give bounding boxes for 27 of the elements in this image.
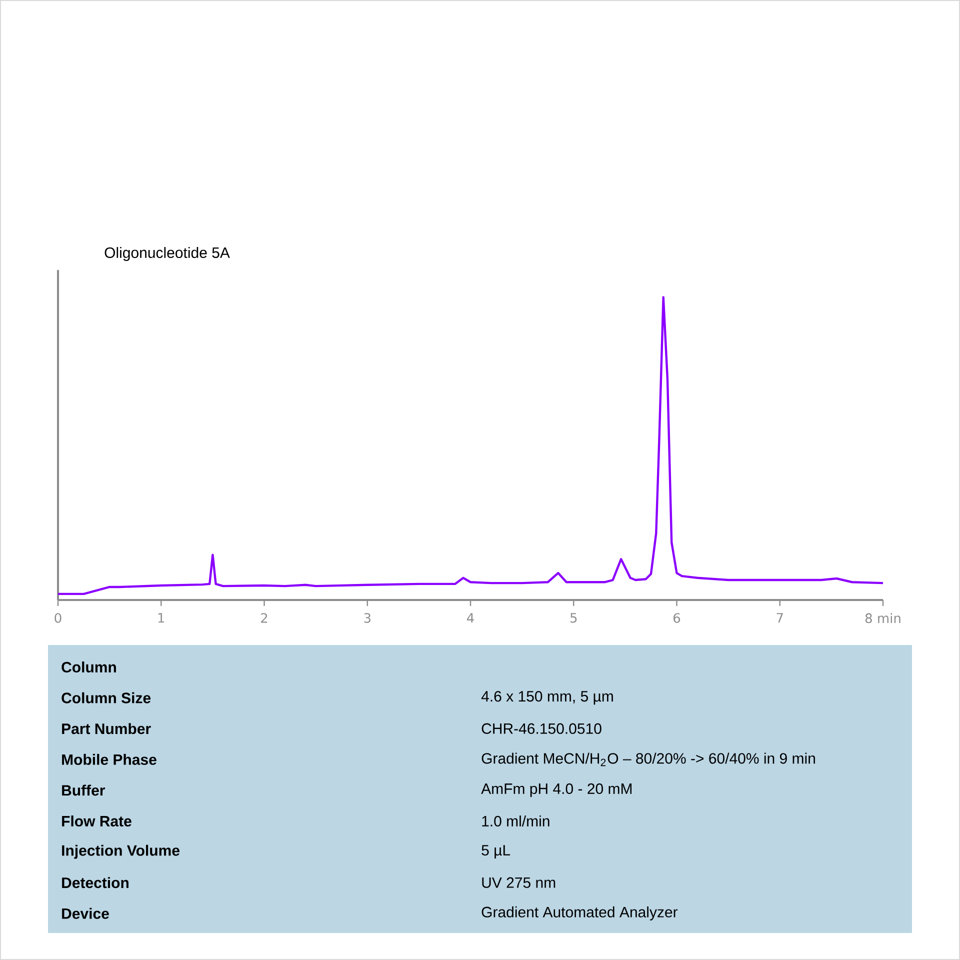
text: Device [62, 908, 109, 919]
x-tick-label: 8 min [865, 613, 900, 624]
text: 1.0 ml/min [482, 816, 550, 827]
x-tick-label: 4 [466, 613, 474, 623]
x-tick-label: 0 [54, 613, 62, 623]
text: Injection Volume [62, 844, 180, 859]
text: 5 µL [482, 845, 510, 859]
text: Detection [62, 877, 128, 888]
text: Gradient MeCN/H$_{2}$O – 80/20% -> 60/40% in 9 min [482, 752, 815, 766]
x-tick-label: 5 [570, 613, 577, 623]
text: Column Size [62, 692, 151, 704]
text: Buffer [62, 784, 106, 796]
text: AmFm pH 4.0 - 20 mM [481, 783, 632, 797]
x-tick-label: 1 [158, 613, 164, 623]
x-tick-label: 3 [364, 613, 370, 623]
text: 4.6 x 150 mm, 5 µm [481, 691, 613, 705]
text: Part Number [62, 723, 151, 734]
text: Mobile Phase [62, 754, 156, 765]
text: Flow Rate [62, 816, 132, 827]
text: CHR-46.150.0510 [482, 723, 602, 734]
text: Gradient Automated Analyzer [482, 906, 678, 920]
text: UV 275 nm [482, 877, 556, 888]
x-tick-label: 2 [261, 613, 268, 623]
chart-title: Oligonucleotide 5A [104, 247, 230, 261]
x-tick-label: 7 [776, 613, 783, 623]
x-tick-label: 6 [674, 613, 680, 623]
text: Column [62, 662, 116, 673]
